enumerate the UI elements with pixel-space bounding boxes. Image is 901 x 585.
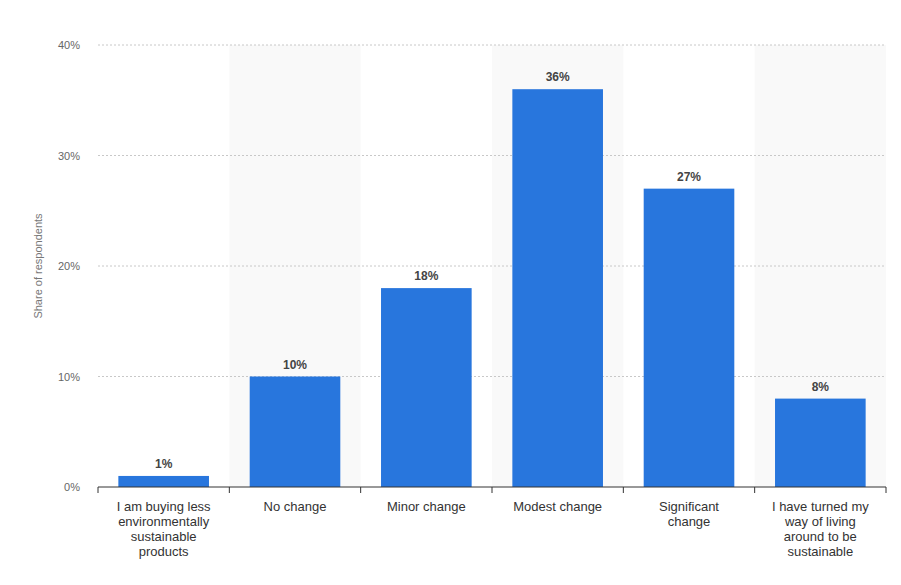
data-label: 8% [812, 380, 830, 394]
data-label: 10% [283, 358, 307, 372]
bar [250, 377, 341, 488]
bar [512, 89, 603, 487]
bar [644, 189, 735, 487]
x-tick-label: Modest change [513, 499, 602, 514]
x-tick-mark [754, 487, 755, 493]
chart-container: 0% 10% 20% 30% 40% Share of respondents 1% I am… [0, 0, 901, 585]
x-tick-mark [98, 487, 99, 493]
x-tick-label: Significantchange [659, 499, 719, 529]
x-tick-mark [492, 487, 493, 493]
y-axis-label: Share of respondents [32, 213, 44, 319]
x-tick-mark [623, 487, 624, 493]
bars [118, 89, 865, 487]
x-tick-mark [886, 487, 887, 493]
chart: 0% 10% 20% 30% 40% Share of respondents 1% I am… [0, 0, 901, 585]
grid-line [98, 45, 886, 46]
y-tick-label: 30% [58, 150, 80, 162]
y-tick-label: 0% [64, 481, 80, 493]
data-label: 36% [546, 70, 570, 84]
bar [381, 288, 472, 487]
y-tick-label: 10% [58, 371, 80, 383]
grid-line [98, 155, 886, 156]
data-label: 18% [414, 269, 438, 283]
bar [118, 476, 209, 487]
grid-line [98, 266, 886, 267]
data-label: 1% [155, 457, 173, 471]
y-tick-label: 20% [58, 260, 80, 272]
data-label: 27% [677, 170, 701, 184]
grid-line [98, 376, 886, 377]
x-tick-mark [229, 487, 230, 493]
x-tick-label: Minor change [387, 499, 466, 514]
x-tick-label: I am buying lessenvironmentallysustainab… [117, 499, 211, 559]
bar [775, 399, 866, 487]
y-tick-label: 40% [58, 39, 80, 51]
x-tick-mark [360, 487, 361, 493]
x-tick-label: No change [264, 499, 327, 514]
x-tick-label: I have turned myway of livingaround to b… [772, 499, 869, 559]
